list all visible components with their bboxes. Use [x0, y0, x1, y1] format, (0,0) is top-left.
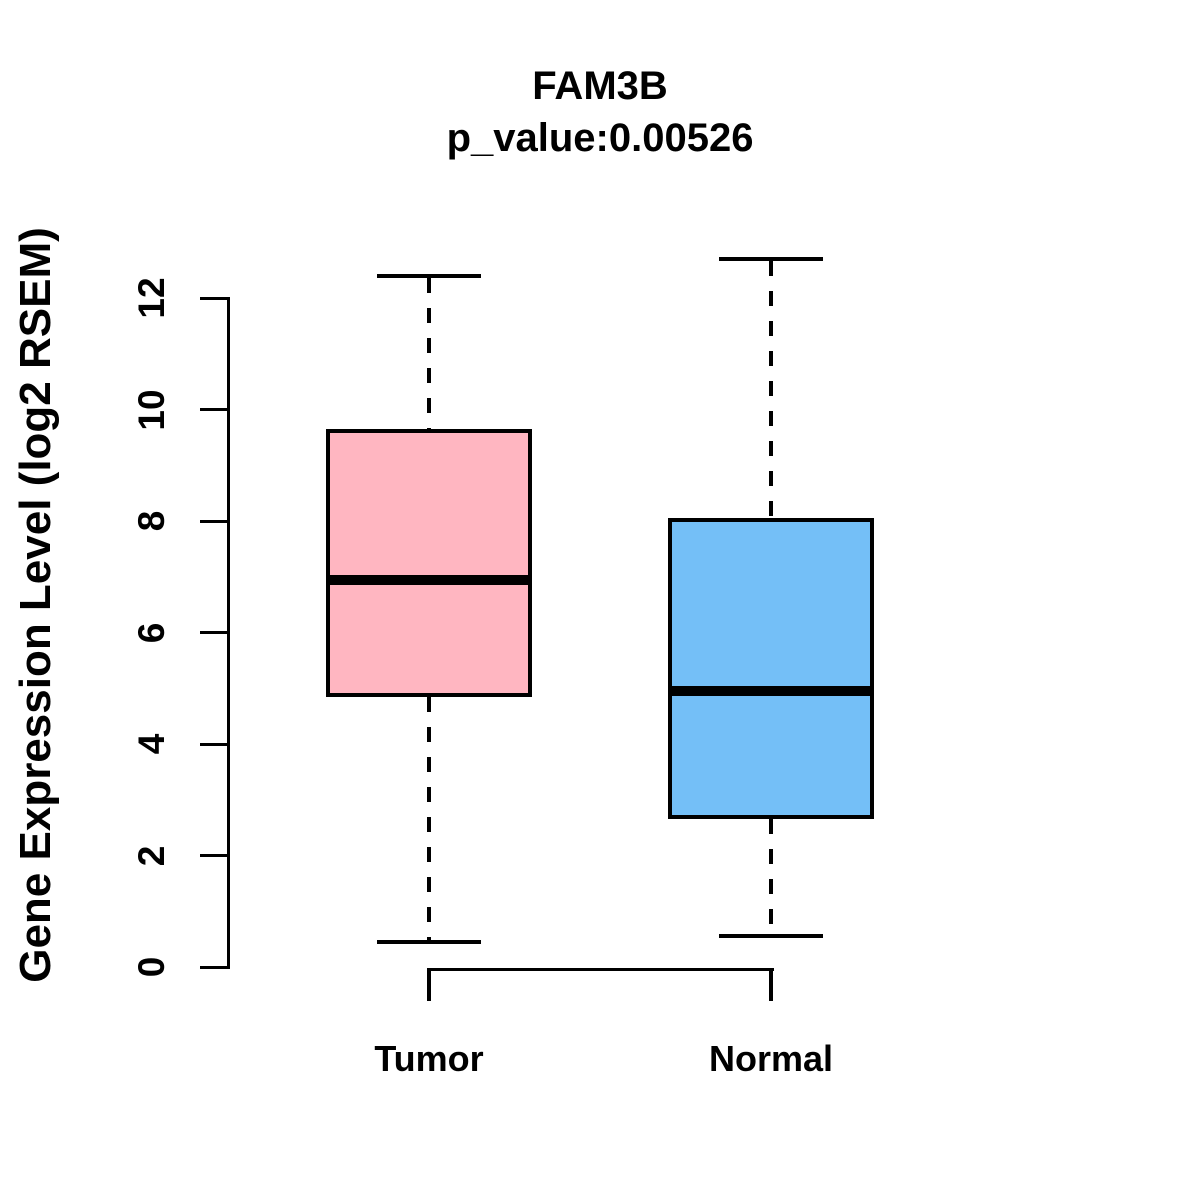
y-tick-label-8: 8	[131, 510, 172, 532]
tumor-lower-whisker	[427, 696, 431, 940]
x-axis-bracket	[429, 968, 774, 971]
y-tick-label-2: 2	[131, 845, 172, 866]
x-axis-tick-tumor	[427, 968, 431, 1001]
y-tick-0	[200, 965, 227, 969]
normal-upper-whisker	[769, 260, 773, 519]
y-tick-4	[200, 742, 227, 746]
y-tick-label-0: 0	[131, 956, 172, 978]
normal-upper-whisker-cap	[719, 256, 823, 261]
y-tick-2	[200, 854, 227, 857]
y-tick-10	[200, 408, 227, 411]
y-axis-label: Gene Expression Level (log2 RSEM)	[11, 227, 60, 983]
y-tick-label-6: 6	[131, 622, 172, 643]
y-tick-label-12: 12	[131, 277, 172, 319]
category-label-normal: Normal	[708, 1038, 834, 1079]
y-axis-line	[227, 297, 230, 969]
normal-median-line	[668, 686, 874, 697]
y-tick-6	[200, 631, 227, 634]
normal-lower-whisker-cap	[719, 934, 823, 939]
x-axis-tick-normal	[769, 968, 773, 1001]
y-tick-label-4: 4	[131, 733, 172, 755]
tumor-upper-whisker-cap	[377, 273, 481, 278]
y-tick-12	[200, 296, 227, 300]
tumor-upper-whisker	[427, 277, 431, 429]
category-label-tumor: Tumor	[374, 1038, 484, 1079]
normal-box	[668, 518, 874, 820]
tumor-box	[326, 429, 532, 697]
normal-lower-whisker	[769, 819, 773, 935]
y-tick-8	[200, 519, 227, 523]
tumor-median-line	[326, 574, 532, 585]
tumor-lower-whisker-cap	[377, 939, 481, 944]
y-tick-label-10: 10	[131, 388, 172, 431]
chart-title: FAM3B	[532, 64, 668, 108]
chart-subtitle: p_value:0.00526	[446, 116, 754, 160]
